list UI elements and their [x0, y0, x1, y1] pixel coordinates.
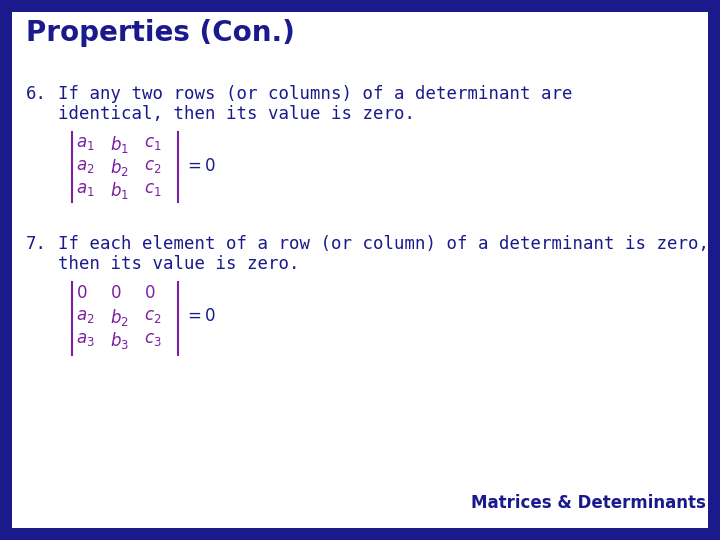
Text: $c_3$: $c_3$: [144, 330, 161, 348]
Text: $b_1$: $b_1$: [110, 134, 129, 155]
Text: $b_2$: $b_2$: [110, 307, 129, 328]
Text: $0$: $0$: [144, 284, 156, 302]
FancyBboxPatch shape: [390, 480, 708, 528]
Text: $a_1$: $a_1$: [76, 134, 94, 152]
Text: $c_2$: $c_2$: [144, 307, 161, 325]
Text: 6.: 6.: [26, 85, 47, 103]
Text: $a_2$: $a_2$: [76, 157, 94, 175]
Text: $b_3$: $b_3$: [110, 330, 129, 351]
Text: $0$: $0$: [76, 284, 87, 302]
Text: $c_1$: $c_1$: [144, 134, 161, 152]
Text: identical, then its value is zero.: identical, then its value is zero.: [58, 105, 415, 123]
FancyBboxPatch shape: [390, 478, 708, 528]
Text: $a_1$: $a_1$: [76, 180, 94, 198]
Text: $b_1$: $b_1$: [110, 180, 129, 201]
Text: $= 0$: $= 0$: [184, 307, 216, 325]
Text: 7.: 7.: [26, 235, 47, 253]
Text: Matrices & Determinants: Matrices & Determinants: [471, 494, 706, 512]
Text: $c_1$: $c_1$: [144, 180, 161, 198]
Text: $0$: $0$: [110, 284, 122, 302]
Text: If each element of a row (or column) of a determinant is zero,: If each element of a row (or column) of …: [58, 235, 709, 253]
Text: Properties (Con.): Properties (Con.): [26, 19, 295, 47]
Text: $a_3$: $a_3$: [76, 330, 94, 348]
Text: $c_2$: $c_2$: [144, 157, 161, 175]
Text: If any two rows (or columns) of a determinant are: If any two rows (or columns) of a determ…: [58, 85, 572, 103]
Text: $= 0$: $= 0$: [184, 157, 216, 175]
FancyBboxPatch shape: [12, 12, 708, 528]
Text: then its value is zero.: then its value is zero.: [58, 255, 300, 273]
Text: $b_2$: $b_2$: [110, 157, 129, 178]
Text: $a_2$: $a_2$: [76, 307, 94, 325]
